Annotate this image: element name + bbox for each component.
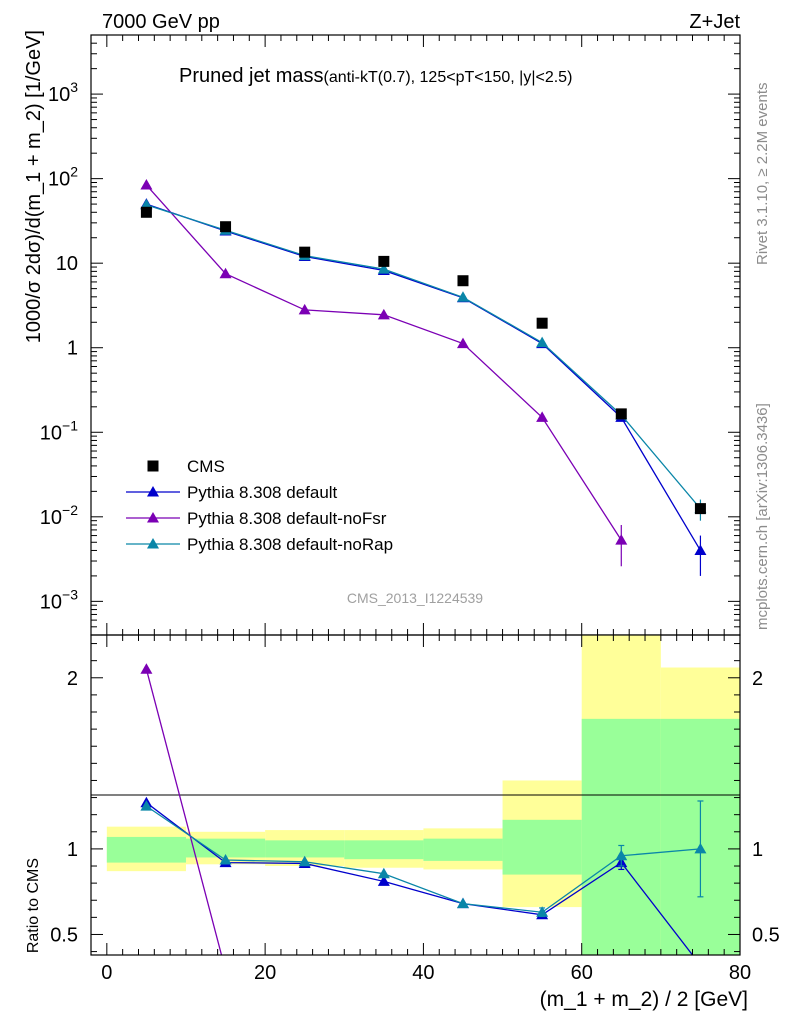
ratio-series	[140, 663, 707, 955]
main-y-axis-label: 1000/σ 2dσ)/d(m_1 + m_2) [1/GeV]	[23, 30, 45, 343]
ratio-panel: 0 20 40 60 800.5 0.51 12 2 Ratio to CMS (m_1 + …	[25, 634, 780, 1011]
series-marker	[536, 336, 549, 348]
legend-label: Pythia 8.308 default-noRap	[187, 535, 393, 554]
series-marker	[377, 263, 390, 274]
y-tick-label: 10−1	[40, 417, 78, 444]
series-marker	[377, 308, 390, 320]
main-series	[140, 179, 707, 576]
x-axis-label: (m_1 + m_2) / 2 [GeV]	[540, 988, 748, 1011]
data-point	[536, 317, 548, 329]
legend-label: CMS	[187, 457, 225, 476]
ratio-marker	[219, 854, 232, 865]
ratio-y-tick-label: 0.5	[752, 924, 780, 946]
series-line	[146, 203, 701, 551]
ratio-inner-band	[106, 836, 186, 863]
ratio-y-tick-label: 2	[752, 668, 763, 690]
data-point	[140, 206, 152, 218]
ratio-y-tick-label: 1	[67, 839, 78, 861]
analysis-watermark: CMS_2013_I1224539	[347, 590, 483, 606]
ratio-marker	[377, 867, 390, 879]
ratio-marker	[140, 663, 153, 674]
x-tick-label: 60	[571, 962, 593, 984]
ratio-line	[145, 669, 223, 955]
ratio-y-tick-label: 2	[67, 668, 78, 690]
plot-title-sub: (anti-kT(0.7), 125<pT<150, |y|<2.5)	[324, 69, 573, 86]
ratio-plot-frame	[90, 634, 741, 956]
ratio-marker	[694, 842, 707, 854]
series-marker	[536, 411, 549, 422]
y-tick-label: 10−2	[40, 502, 78, 529]
ratio-inner-band	[502, 819, 582, 875]
series-marker	[456, 337, 469, 349]
data-point	[299, 246, 311, 258]
series-marker	[140, 198, 153, 210]
mcplots-label: mcplots.cern.ch [arXiv:1306.3436]	[754, 403, 771, 630]
series-marker	[694, 544, 707, 555]
legend-marker	[147, 512, 159, 523]
ratio-marker	[615, 849, 628, 861]
y-tick-label: 103	[48, 79, 78, 106]
y-tick-label: 102	[48, 164, 78, 191]
data-point	[694, 503, 706, 515]
series-marker	[456, 291, 469, 302]
ratio-inner-band	[581, 718, 661, 955]
ratio-marker	[456, 897, 469, 909]
series-marker	[140, 179, 153, 190]
ratio-marker	[377, 875, 390, 886]
legend-marker	[147, 538, 159, 549]
plot-title-main: Pruned jet mass	[179, 65, 324, 87]
data-point	[615, 408, 627, 420]
ratio-inner-band	[423, 838, 503, 861]
ratio-ticks: 0 20 40 60 800.5 0.51 12 2	[50, 635, 780, 984]
series-marker	[615, 534, 628, 545]
x-tick-label: 0	[101, 962, 112, 984]
rivet-version-label: Rivet 3.1.10, ≥ 2.2M events	[754, 83, 771, 266]
series-line	[146, 204, 701, 510]
x-tick-label: 40	[412, 962, 434, 984]
legend-marker	[147, 486, 159, 497]
ratio-y-axis-label: Ratio to CMS	[25, 858, 42, 953]
ratio-inner-band	[265, 840, 345, 858]
legend-label: Pythia 8.308 default-noFsr	[187, 509, 387, 528]
ratio-inner-band	[344, 840, 424, 860]
ratio-bands	[106, 635, 740, 955]
x-tick-label: 80	[729, 962, 751, 984]
legend-marker	[147, 460, 159, 472]
process-label: Z+Jet	[689, 11, 740, 33]
main-panel: 10−3 10−2 10−1 1 10 102 103 Pruned jet mass(an…	[23, 30, 741, 636]
energy-label: 7000 GeV pp	[102, 11, 220, 33]
data-point	[220, 221, 232, 233]
ratio-marker	[140, 800, 153, 811]
ratio-inner-band	[185, 838, 266, 858]
ratio-line	[146, 802, 694, 955]
x-tick-label: 20	[254, 962, 276, 984]
legend-label: Pythia 8.308 default	[187, 483, 338, 502]
ratio-y-tick-label: 0.5	[50, 924, 78, 946]
y-tick-label: 10−3	[40, 586, 78, 613]
series-marker	[219, 267, 232, 279]
y-tick-label: 1	[67, 338, 78, 360]
y-tick-label: 10	[56, 253, 78, 275]
ratio-marker	[298, 855, 311, 867]
plot-title: Pruned jet mass(anti-kT(0.7), 125<pT<150…	[179, 65, 572, 87]
legend: CMS Pythia 8.308 default Pythia 8.308 defa…	[126, 457, 393, 554]
data-point	[378, 255, 390, 267]
ratio-line	[146, 805, 701, 913]
main-ticks: 10−3 10−2 10−1 1 10 102 103	[40, 34, 741, 636]
ratio-marker	[536, 906, 549, 917]
series-marker	[298, 303, 311, 315]
data-point	[457, 275, 469, 287]
ratio-y-tick-label: 1	[752, 839, 763, 861]
